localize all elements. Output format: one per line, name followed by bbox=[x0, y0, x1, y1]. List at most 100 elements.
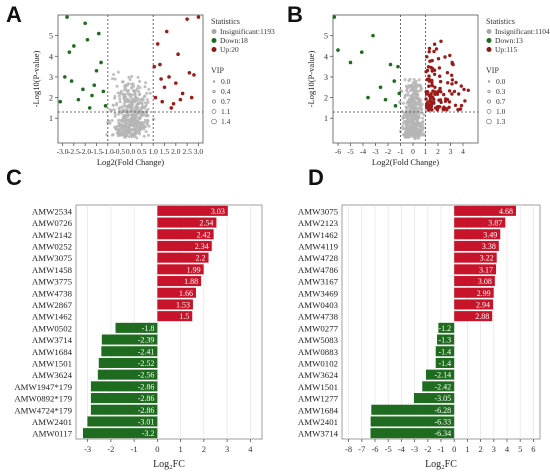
insignificant-point bbox=[407, 99, 411, 103]
vip-swatch bbox=[487, 89, 491, 94]
up-point bbox=[158, 62, 162, 67]
bar-negative bbox=[435, 357, 455, 368]
down-point bbox=[81, 87, 85, 92]
vip-item: 1.4 bbox=[221, 117, 231, 126]
category-label: AMW3075 bbox=[32, 253, 73, 263]
up-point bbox=[171, 101, 176, 106]
bar-positive bbox=[454, 205, 516, 216]
up-point bbox=[432, 49, 436, 54]
insignificant-point bbox=[113, 96, 117, 100]
x-tick-label: 1 bbox=[179, 444, 183, 454]
bar-negative bbox=[101, 334, 158, 345]
insignificant-point bbox=[110, 119, 114, 122]
down-point bbox=[58, 99, 63, 104]
down-point bbox=[69, 79, 74, 83]
insignificant-point bbox=[146, 107, 150, 111]
x-tick-label: 1 bbox=[424, 147, 428, 156]
category-label: AMW0117 bbox=[32, 429, 72, 439]
bar-chart-c: 3.03 AMW2534 2.54 AMW0726 2.42 AMW2142 2.34 AMW… bbox=[0, 185, 275, 475]
insignificant-point bbox=[415, 119, 419, 123]
volcano-plot-a: 1 2 3 4 5 -3.0 -2.5 -2.0 -1.5 -1.0 -0.5 0.0 0.5 1.0 1.… bbox=[0, 0, 275, 170]
insignificant-point bbox=[398, 100, 401, 104]
insignificant-point bbox=[127, 135, 131, 139]
up-point bbox=[445, 108, 449, 112]
up-point bbox=[427, 84, 431, 88]
category-label: AMW3624 bbox=[32, 370, 73, 380]
bar-value-label: -2.86 bbox=[138, 382, 155, 391]
insignificant-point bbox=[404, 123, 408, 127]
y-tick-label: 3 bbox=[49, 73, 53, 82]
up-point bbox=[424, 70, 428, 74]
up-point bbox=[434, 47, 439, 51]
insignificant-point bbox=[120, 105, 124, 109]
insignificant-point bbox=[419, 105, 423, 109]
x-tick-label: 2 bbox=[202, 444, 206, 454]
insignificant-point bbox=[416, 97, 420, 101]
up-point bbox=[429, 92, 433, 96]
down-point bbox=[393, 104, 398, 108]
down-point bbox=[87, 106, 92, 110]
insignificant-point bbox=[404, 120, 408, 124]
bar-value-label: 1.99 bbox=[187, 265, 201, 274]
insignificant-point bbox=[152, 117, 156, 121]
insignificant-point bbox=[118, 97, 122, 101]
y-tick-label: 1 bbox=[324, 114, 328, 123]
insignificant-point bbox=[409, 104, 413, 108]
bar-value-label: 2.99 bbox=[477, 289, 491, 298]
up-point bbox=[435, 92, 440, 97]
category-label: AMW1684 bbox=[32, 347, 73, 357]
insignificant-point bbox=[119, 119, 123, 123]
insignificant-point bbox=[144, 101, 148, 105]
bar-negative bbox=[425, 369, 455, 380]
bar-negative bbox=[87, 416, 158, 427]
x-axis-title: Log₂FC bbox=[425, 459, 457, 470]
bar-negative bbox=[90, 393, 158, 404]
x-tick-label: 0.0 bbox=[126, 147, 136, 156]
insignificant-point bbox=[134, 129, 138, 133]
insignificant-point bbox=[409, 121, 413, 125]
insignificant-point bbox=[123, 117, 127, 121]
insignificant-point bbox=[414, 89, 418, 93]
up-point bbox=[426, 100, 430, 104]
insignificant-point bbox=[140, 101, 144, 105]
bar-value-label: -2.86 bbox=[138, 406, 155, 415]
insignificant-point bbox=[113, 77, 117, 81]
insignificant-point bbox=[424, 108, 428, 112]
bar-value-label: -1.8 bbox=[142, 324, 155, 333]
up-point bbox=[459, 84, 463, 88]
up-point bbox=[439, 100, 443, 105]
up-point bbox=[432, 100, 436, 105]
up-point bbox=[436, 90, 440, 94]
x-tick-label: 0 bbox=[411, 147, 415, 156]
y-axis-title: -Log10(P-value) bbox=[31, 51, 41, 108]
up-point bbox=[180, 91, 185, 96]
insignificant-point bbox=[421, 126, 425, 130]
up-point bbox=[189, 95, 194, 100]
bar-negative bbox=[413, 393, 455, 404]
insignificant-point bbox=[142, 121, 146, 125]
insignificant-point bbox=[137, 122, 141, 125]
down-point bbox=[62, 75, 67, 79]
up-point bbox=[430, 83, 434, 88]
insignificant-point bbox=[413, 95, 417, 99]
x-tick-label: -3.0 bbox=[57, 147, 69, 156]
insignificant-point bbox=[112, 73, 116, 76]
insignificant-point bbox=[417, 123, 420, 127]
insignificant-point bbox=[408, 117, 412, 121]
x-tick-label: -3 bbox=[84, 444, 91, 454]
insignificant-point bbox=[125, 100, 129, 104]
bar-positive bbox=[454, 299, 494, 310]
vip-item: 1.0 bbox=[496, 107, 506, 116]
insignificant-point bbox=[410, 97, 414, 101]
insignificant-point bbox=[122, 129, 126, 132]
up-point bbox=[438, 79, 443, 84]
down-point bbox=[366, 95, 370, 100]
insignificant-point bbox=[136, 84, 140, 88]
bar-value-label: 2.2 bbox=[196, 254, 206, 263]
bar-positive bbox=[157, 311, 193, 322]
x-tick-label: -2.5 bbox=[68, 147, 80, 156]
legend-item: Insignificant:1104 bbox=[495, 27, 550, 36]
vip-swatch bbox=[211, 109, 217, 114]
insignificant-point bbox=[125, 119, 129, 122]
x-tick-label: 0.5 bbox=[137, 147, 147, 156]
